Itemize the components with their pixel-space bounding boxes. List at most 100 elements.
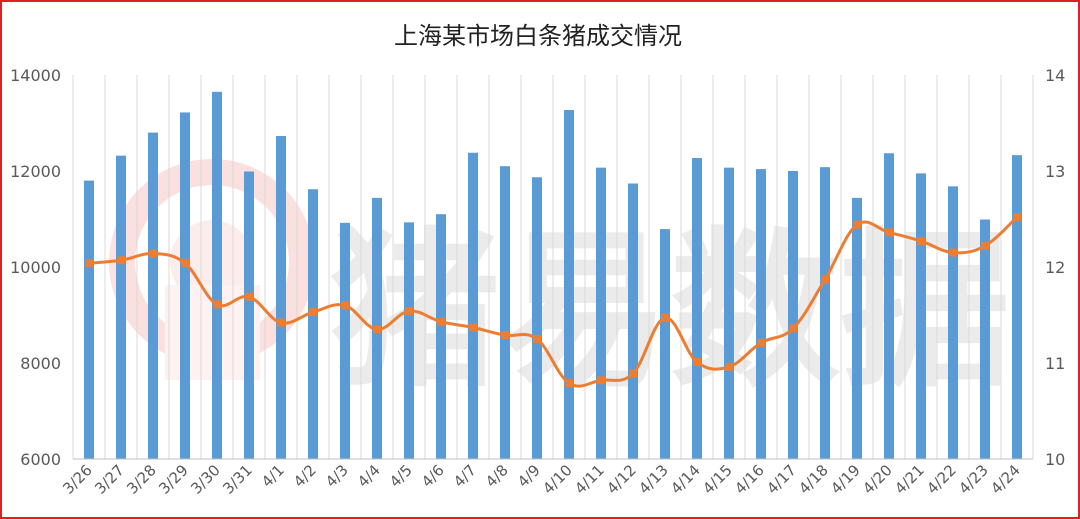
x-tick-label: 4/20 xyxy=(859,461,896,498)
y-right-tick-label: 13 xyxy=(1045,162,1065,181)
y-left-tick-label: 14000 xyxy=(10,66,61,85)
bar xyxy=(244,171,254,460)
bar xyxy=(692,158,702,460)
line-point xyxy=(981,241,989,250)
line-point xyxy=(853,220,861,229)
x-tick-label: 3/26 xyxy=(59,461,96,498)
bar xyxy=(500,166,510,459)
bar xyxy=(916,173,926,459)
x-tick-label: 4/10 xyxy=(539,461,576,498)
bar xyxy=(340,222,350,459)
bar xyxy=(276,135,286,459)
line-point xyxy=(117,256,125,265)
x-tick-label: 4/8 xyxy=(482,461,512,491)
grid xyxy=(72,75,1034,459)
bar xyxy=(116,155,126,459)
x-tick-label: 4/16 xyxy=(731,461,768,498)
x-tick-label: 4/24 xyxy=(987,461,1024,498)
bar xyxy=(436,214,446,459)
y-left-tick-label: 8000 xyxy=(20,354,61,373)
line-point xyxy=(85,259,93,268)
bar xyxy=(948,186,958,460)
line-point xyxy=(629,369,637,378)
line-point xyxy=(725,362,733,371)
line-point xyxy=(277,318,285,327)
bar xyxy=(724,167,734,459)
watermark-text: 猪易数据 xyxy=(330,213,1010,411)
line-point xyxy=(181,259,189,268)
x-tick-label: 4/15 xyxy=(699,461,736,498)
y-right-tick-label: 10 xyxy=(1045,450,1065,469)
x-tick-label: 4/14 xyxy=(667,461,704,498)
x-tick-label: 3/28 xyxy=(123,461,160,498)
line-point xyxy=(661,313,669,322)
x-tick-label: 4/13 xyxy=(635,461,672,498)
bar xyxy=(180,112,190,459)
line-point xyxy=(565,379,573,388)
line-series xyxy=(85,213,1021,388)
chart-title: 上海某市场白条猪成交情况 xyxy=(394,22,682,50)
y-left-tick-label: 10000 xyxy=(10,258,61,277)
bar xyxy=(980,219,990,459)
line-point xyxy=(309,308,317,317)
line-point xyxy=(469,323,477,332)
bar xyxy=(84,180,94,459)
line-point xyxy=(437,317,445,326)
bar xyxy=(884,153,894,460)
line-point xyxy=(917,237,925,246)
y-left-tick-label: 12000 xyxy=(10,162,61,181)
x-tick-label: 4/17 xyxy=(763,461,800,498)
bar xyxy=(404,222,414,459)
line-point xyxy=(885,228,893,237)
line-point xyxy=(597,376,605,385)
line-point xyxy=(757,338,765,347)
x-tick-label: 4/11 xyxy=(571,461,608,498)
x-tick-label: 4/12 xyxy=(603,461,640,498)
line-point xyxy=(789,324,797,333)
bar xyxy=(820,167,830,459)
x-tick-label: 4/22 xyxy=(923,461,960,498)
bar xyxy=(628,183,638,460)
bar xyxy=(660,229,670,459)
x-tick-label: 4/19 xyxy=(827,461,864,498)
x-tick-label: 4/21 xyxy=(891,461,928,498)
y-right-tick-label: 14 xyxy=(1045,66,1065,85)
line-point xyxy=(693,358,701,367)
x-tick-label: 4/23 xyxy=(955,461,992,498)
bar xyxy=(212,91,222,460)
bar xyxy=(596,167,606,459)
line-point xyxy=(405,307,413,316)
y-right-tick-label: 11 xyxy=(1045,354,1065,373)
x-tick-label: 3/27 xyxy=(91,461,128,498)
x-tick-label: 4/5 xyxy=(386,461,416,491)
line-point xyxy=(821,275,829,284)
x-tick-label: 4/2 xyxy=(290,461,320,491)
line-point xyxy=(245,292,253,301)
bar xyxy=(468,152,478,459)
line-point xyxy=(1013,213,1021,222)
x-tick-label: 4/3 xyxy=(322,461,352,491)
bar xyxy=(852,197,862,459)
x-tick-label: 3/29 xyxy=(155,461,192,498)
bar xyxy=(788,171,798,459)
line-point xyxy=(213,300,221,309)
bar xyxy=(1012,155,1022,459)
x-tick-label: 4/18 xyxy=(795,461,832,498)
y-left-tick-label: 6000 xyxy=(20,450,61,469)
bar xyxy=(564,110,574,459)
x-tick-label: 4/1 xyxy=(258,461,288,491)
bar xyxy=(532,177,542,460)
x-tick-label: 3/31 xyxy=(219,461,256,498)
x-tick-label: 4/7 xyxy=(450,461,480,491)
line-point xyxy=(949,248,957,257)
line-point xyxy=(149,249,157,258)
line-point xyxy=(501,331,509,340)
bar xyxy=(756,169,766,459)
y-right-tick-label: 12 xyxy=(1045,258,1065,277)
x-tick-label: 4/6 xyxy=(418,461,448,491)
line-point xyxy=(533,335,541,343)
line-point xyxy=(341,301,349,310)
line-point xyxy=(373,325,381,334)
x-tick-label: 4/9 xyxy=(514,461,544,491)
